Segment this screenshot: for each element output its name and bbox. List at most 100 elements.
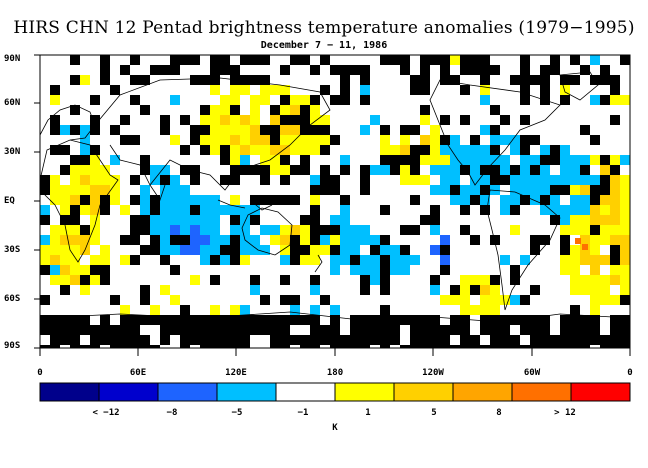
anomaly-cell [320,85,330,95]
anomaly-cell [250,95,260,105]
anomaly-cell [430,335,440,345]
anomaly-cell [490,155,500,165]
anomaly-cell [190,325,200,335]
anomaly-cell [140,295,150,305]
anomaly-cell [580,325,590,335]
anomaly-cell [390,145,400,155]
anomaly-cell [220,245,230,255]
anomaly-cell [320,185,330,195]
anomaly-cell [320,225,330,235]
anomaly-cell [370,115,380,125]
anomaly-cell [240,55,250,65]
anomaly-cell [150,175,160,185]
anomaly-cell [320,325,330,335]
anomaly-cell [90,265,100,275]
anomaly-cell [210,105,220,115]
anomaly-cell [120,335,130,345]
anomaly-cell [600,285,610,295]
anomaly-cell [620,175,630,185]
anomaly-cell [180,225,190,235]
anomaly-cell [100,185,110,195]
anomaly-cell [620,235,630,245]
anomaly-cell [330,315,340,325]
anomaly-cell [280,65,290,75]
anomaly-cell [470,145,480,155]
anomaly-cell [500,345,510,348]
anomaly-cell [310,325,320,335]
anomaly-cell [300,55,310,65]
anomaly-cell [610,175,620,185]
anomaly-cell [440,325,450,335]
anomaly-cell [350,345,360,348]
lon-label-180: 180 [326,368,344,378]
anomaly-cell [280,245,290,255]
anomaly-cell [280,345,290,348]
anomaly-cell [350,245,360,255]
anomaly-cell [420,105,430,115]
map-subtitle: December 7 − 11, 1986 [260,40,388,51]
anomaly-cell [100,165,110,175]
anomaly-cell [200,315,210,325]
anomaly-cell [200,135,210,145]
anomaly-cell [400,65,410,75]
anomaly-cell [420,315,430,325]
anomaly-cell [80,155,90,165]
anomaly-cell [430,55,440,65]
anomaly-cell [570,205,580,215]
anomaly-cell [550,205,560,215]
anomaly-cell [80,165,90,175]
anomaly-cell [490,285,500,295]
anomaly-cell [50,275,60,285]
anomaly-cell [180,185,190,195]
anomaly-cell [290,95,300,105]
anomaly-cell [410,225,420,235]
anomaly-cell [70,335,80,345]
anomaly-cell [620,255,630,265]
lon-label-120w: 120W [422,368,444,378]
anomaly-cell [450,165,460,175]
anomaly-cell [140,185,150,195]
anomaly-cell [190,335,200,345]
anomaly-cell [580,185,590,195]
anomaly-cell [610,345,620,348]
anomaly-cell [560,95,570,105]
anomaly-cell [230,325,240,335]
map-title: HIRS CHN 12 Pentad brightness temperatur… [13,18,635,38]
anomaly-cell [270,195,280,205]
anomaly-cell [300,95,310,105]
anomaly-cell [210,65,220,75]
anomaly-cell [310,285,320,295]
anomaly-cell [220,345,230,348]
anomaly-cell [590,225,600,235]
anomaly-cell [150,305,160,315]
anomaly-cell [130,55,140,65]
anomaly-cell [40,295,50,305]
anomaly-cell [600,295,610,305]
anomaly-cell [60,165,70,175]
anomaly-cell [430,165,440,175]
anomaly-cell [310,105,320,115]
anomaly-cell [210,275,220,285]
anomaly-cell [160,255,170,265]
anomaly-cell [260,195,270,205]
anomaly-cell [450,135,460,145]
anomaly-cell [100,265,110,275]
anomaly-cell [290,105,300,115]
anomaly-cell [510,295,520,305]
anomaly-cell [320,125,330,135]
anomaly-cell [390,155,400,165]
anomaly-cell [490,335,500,345]
anomaly-cell [190,125,200,135]
anomaly-cell [190,315,200,325]
anomaly-cell [200,255,210,265]
anomaly-cell [440,245,450,255]
anomaly-cell [560,245,570,255]
anomaly-cell [480,55,490,65]
anomaly-cell [540,345,550,348]
anomaly-cell [60,315,70,325]
anomaly-cell [170,315,180,325]
anomaly-cell [40,265,50,275]
anomaly-cell [570,275,580,285]
anomaly-cell [200,205,210,215]
anomaly-cell [390,315,400,325]
